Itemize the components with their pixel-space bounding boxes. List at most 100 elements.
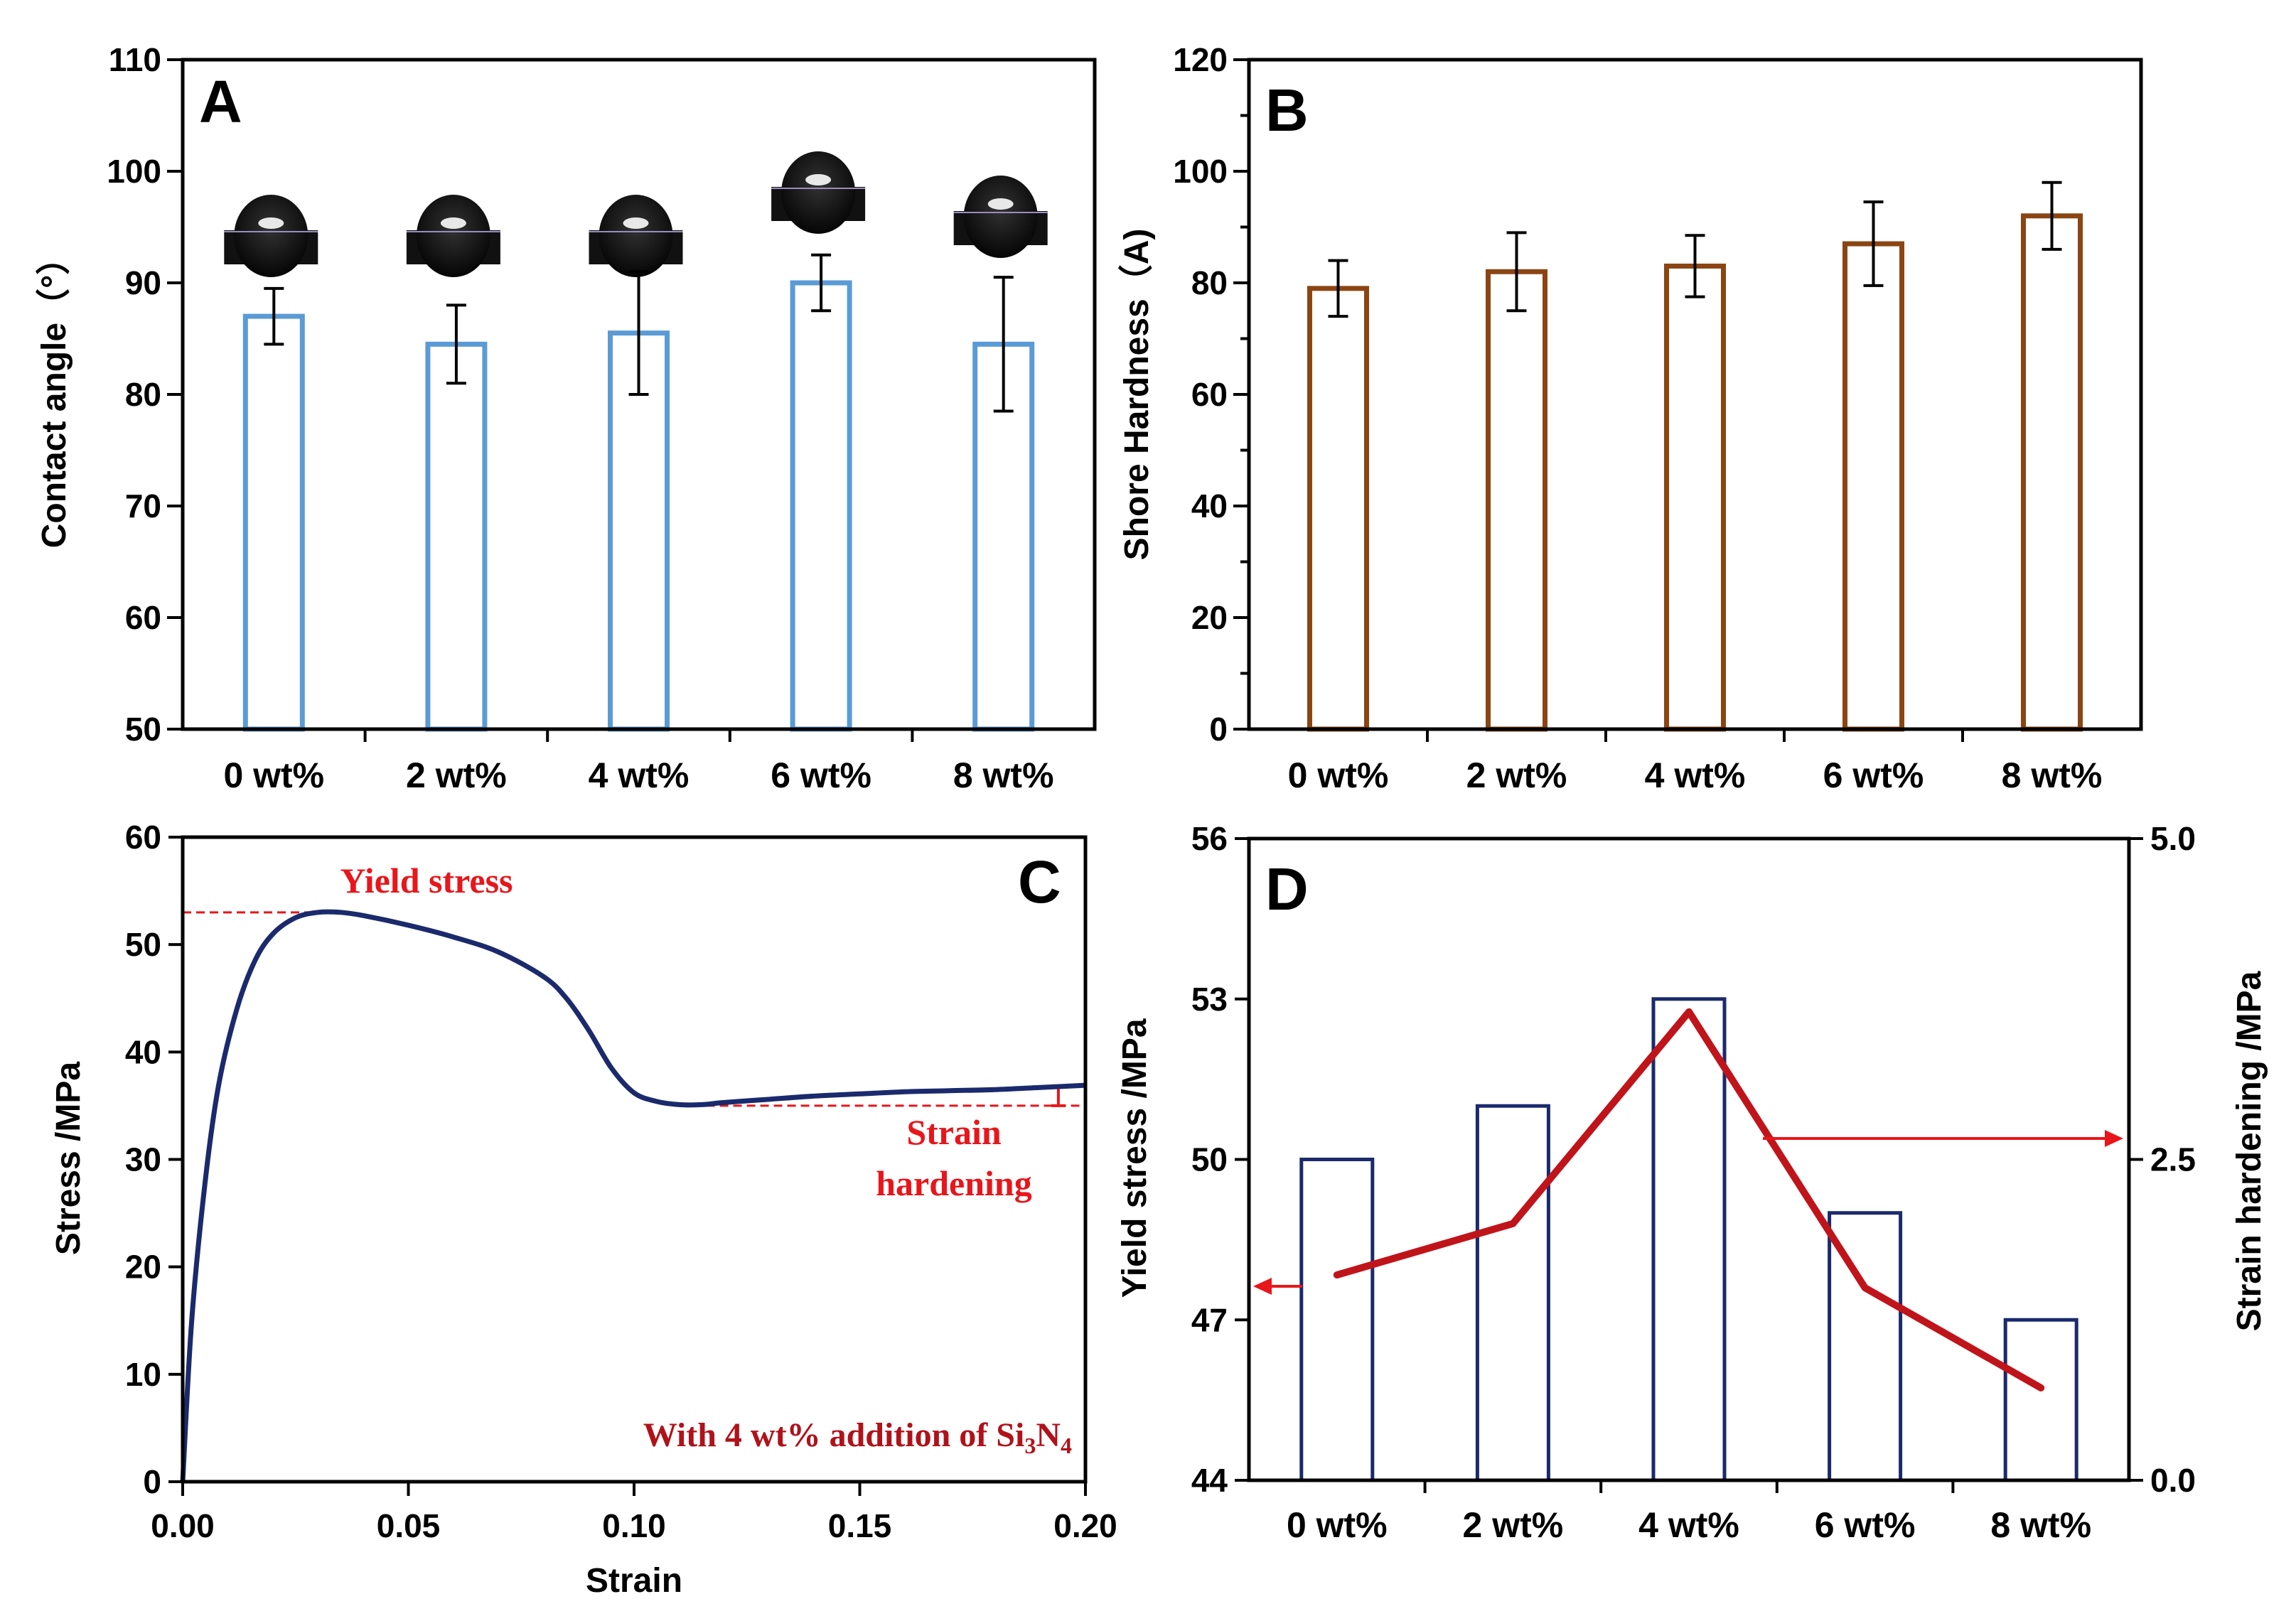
- B-bar-1: [1486, 269, 1547, 732]
- panel-a-y-axis-label: Contact angle（°）: [36, 241, 73, 549]
- A-error-bar-0: [264, 286, 284, 346]
- panel-c-letter: C: [1018, 849, 1061, 915]
- panel-c-stress-strain-chart: 0 10 20 30 40 50 60 0.00 0.05 0.10 0.15 0.20 Strai…: [50, 819, 1117, 1600]
- C-xtick-label-3: 0.15: [828, 1507, 892, 1544]
- D-ytick-label-4: 56: [1191, 820, 1228, 857]
- A-ytick-label-0: 50: [125, 711, 161, 748]
- A-error-bar-3: [811, 253, 832, 313]
- D-ytick-label-0: 44: [1191, 1462, 1228, 1499]
- droplet-highlight-3: [805, 174, 832, 185]
- panel-b-letter: B: [1265, 77, 1309, 144]
- C-ytick-label-1: 10: [125, 1356, 161, 1393]
- D-y2tick-label-2: 5.0: [2150, 820, 2196, 857]
- B-bar-3: [1842, 241, 1904, 732]
- droplet-image-4: [953, 176, 1048, 258]
- A-ytick-label-6: 110: [109, 41, 161, 78]
- A-bar-1: [425, 341, 488, 732]
- panel-d-letter: D: [1265, 856, 1309, 922]
- B-error-bar-4: [2042, 181, 2062, 251]
- A-ytick-label-3: 80: [125, 376, 161, 413]
- D-category-label-4: 8 wt%: [1990, 1505, 2091, 1545]
- B-bar-0: [1307, 286, 1369, 732]
- panel-a-contact-angle-chart: 50 60 70 80 90 100 110 0 wt% 2 wt% 4 wt% 6 wt% 8 w…: [36, 41, 1097, 795]
- droplet-image-3: [771, 151, 866, 234]
- A-category-label-4: 8 wt%: [953, 755, 1054, 795]
- C-xtick-label-1: 0.05: [377, 1507, 441, 1544]
- B-bar-4: [2021, 213, 2083, 732]
- D-ytick-label-1: 47: [1191, 1301, 1228, 1338]
- D-ytick-label-2: 50: [1191, 1141, 1228, 1178]
- panel-b-plot-frame: [1247, 58, 2143, 731]
- B-category-label-1: 2 wt%: [1466, 755, 1567, 795]
- D-category-label-0: 0 wt%: [1287, 1505, 1388, 1545]
- panel-d-yield-hardening-chart: 44 47 50 53 56 0.0 2.5 5.0 0 wt% 2 wt% 4 wt% 6 wt…: [1116, 820, 2268, 1545]
- droplet-body-4: [963, 176, 1038, 258]
- contact-angle-droplet-insets: [224, 151, 1048, 277]
- B-ytick-label-5: 100: [1173, 153, 1228, 190]
- A-category-label-3: 6 wt%: [771, 755, 871, 795]
- right-axis-arrow-head: [2105, 1130, 2123, 1147]
- A-error-bar-4: [993, 276, 1014, 413]
- B-bar-2: [1664, 263, 1726, 732]
- C-ytick-label-2: 20: [125, 1249, 161, 1286]
- left-axis-arrow-head: [1253, 1278, 1272, 1296]
- D-category-label-1: 2 wt%: [1463, 1505, 1564, 1545]
- B-ytick-label-0: 0: [1209, 711, 1228, 748]
- droplet-highlight-2: [623, 217, 649, 229]
- panel-d-y-axis-label: Yield stress /MPa: [1116, 1018, 1154, 1298]
- B-error-bar-2: [1685, 234, 1705, 298]
- B-ytick-label-4: 80: [1191, 264, 1228, 301]
- A-error-bar-2: [628, 270, 649, 396]
- A-ytick-label-5: 100: [107, 153, 161, 190]
- strain-hardening-annotation-line2: hardening: [876, 1163, 1032, 1203]
- C-xtick-label-2: 0.10: [602, 1507, 666, 1544]
- C-ytick-label-0: 0: [143, 1463, 161, 1500]
- droplet-image-0: [224, 195, 318, 277]
- B-category-label-3: 6 wt%: [1823, 755, 1924, 795]
- D-y2tick-label-1: 2.5: [2150, 1141, 2196, 1178]
- A-category-label-2: 4 wt%: [589, 755, 690, 795]
- A-bar-0: [242, 313, 305, 732]
- panel-a-letter: A: [199, 68, 242, 135]
- A-ytick-label-2: 70: [125, 488, 161, 524]
- droplet-highlight-0: [258, 217, 284, 229]
- panel-d-y2-axis-label: Strain hardening /MPa: [2231, 971, 2268, 1331]
- si3n4-note-prefix: With 4 wt% addition of Si: [643, 1416, 1025, 1454]
- D-bar-1: [1475, 1104, 1550, 1482]
- droplet-image-1: [406, 195, 500, 277]
- droplet-image-2: [589, 195, 683, 277]
- C-ytick-label-6: 60: [125, 819, 161, 856]
- D-ytick-label-3: 53: [1191, 981, 1228, 1018]
- B-ytick-label-3: 60: [1191, 376, 1228, 413]
- B-error-bar-0: [1328, 259, 1348, 318]
- panel-c-x-axis-label: Strain: [586, 1562, 682, 1600]
- A-ytick-label-4: 90: [125, 264, 161, 301]
- panel-c-plot-frame: [181, 835, 1088, 1484]
- strain-hardening-annotation-line1: Strain: [906, 1112, 1002, 1152]
- B-ytick-label-6: 120: [1173, 41, 1228, 78]
- D-bar-0: [1299, 1158, 1375, 1482]
- A-category-label-1: 2 wt%: [406, 755, 507, 795]
- A-error-bar-1: [446, 303, 466, 385]
- droplet-body-3: [781, 151, 856, 234]
- si3n4-note: With 4 wt% addition of Si3N4: [643, 1416, 1072, 1458]
- D-bar-4: [2003, 1318, 2078, 1482]
- B-error-bar-3: [1863, 200, 1884, 287]
- B-category-label-0: 0 wt%: [1288, 755, 1389, 795]
- panel-b-shore-hardness-chart: 0 20 40 60 80 100 120 0 wt% 2 wt% 4 wt% 6 wt% 8 wt…: [1118, 41, 2143, 795]
- B-category-label-2: 4 wt%: [1645, 755, 1746, 795]
- B-category-label-4: 8 wt%: [2002, 755, 2103, 795]
- B-ytick-label-2: 40: [1191, 488, 1228, 524]
- D-category-label-3: 6 wt%: [1815, 1505, 1916, 1545]
- C-xtick-label-0: 0.00: [151, 1507, 215, 1544]
- yield-stress-annotation: Yield stress: [340, 861, 513, 900]
- panel-d-plot-frame: [1247, 836, 2131, 1482]
- strain-hardening-line: [1333, 1008, 2045, 1391]
- B-error-bar-1: [1506, 231, 1527, 313]
- si3n4-note-sub2: 4: [1061, 1433, 1072, 1458]
- C-xtick-label-4: 0.20: [1053, 1507, 1117, 1544]
- A-ytick-label-1: 60: [125, 599, 161, 636]
- panel-c-y-axis-label: Stress /MPa: [50, 1062, 87, 1255]
- droplet-body-2: [599, 195, 673, 277]
